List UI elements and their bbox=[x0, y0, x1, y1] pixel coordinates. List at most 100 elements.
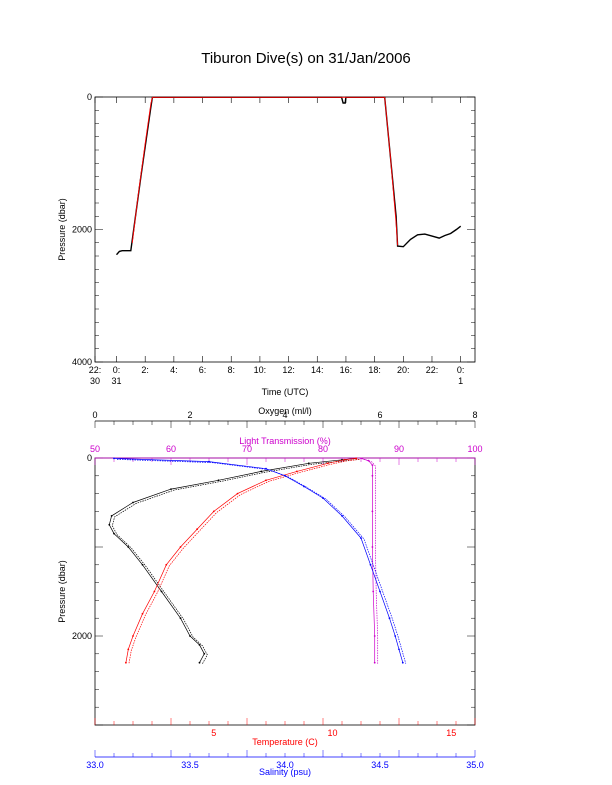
point-salinity bbox=[394, 635, 397, 637]
point-oxygen bbox=[132, 501, 134, 504]
point-oxygen bbox=[108, 523, 111, 526]
y-axis-label: Pressure (dbar) bbox=[57, 198, 67, 261]
axis-tick-label: 15 bbox=[446, 728, 456, 738]
x-axis-label: Time (UTC) bbox=[262, 387, 309, 397]
axis-tick-label: 34.0 bbox=[276, 760, 294, 770]
point-salinity bbox=[322, 497, 324, 499]
point-light-transmission bbox=[360, 457, 362, 460]
y-tick-label: 0 bbox=[87, 453, 92, 463]
axis-tick-label: 34.5 bbox=[371, 760, 389, 770]
x-tick-label-date: 1 bbox=[458, 376, 463, 386]
axis-tick-label: 10 bbox=[327, 728, 337, 738]
axis-tick-label: 70 bbox=[242, 444, 252, 454]
axis-tick-label: 35.0 bbox=[466, 760, 484, 770]
x-tick-label: 18: bbox=[368, 365, 381, 375]
x-tick-label: 14: bbox=[311, 365, 324, 375]
point-salinity bbox=[284, 474, 286, 477]
axis-label-0: Oxygen (ml/l) bbox=[258, 406, 312, 416]
axis-label-3: Salinity (psu) bbox=[259, 767, 311, 777]
axis-tick-label: 80 bbox=[318, 444, 328, 454]
axis-label-1: Light Transmission (%) bbox=[239, 436, 331, 446]
series-light-transmission bbox=[363, 459, 379, 664]
x-tick-label: 0: bbox=[457, 365, 465, 375]
axis-tick-label: 100 bbox=[467, 444, 482, 454]
y-tick-label: 0 bbox=[87, 92, 92, 102]
point-oxygen bbox=[260, 470, 263, 473]
point-salinity bbox=[303, 485, 305, 488]
axis-tick-label: 0 bbox=[92, 410, 97, 420]
point-light-transmission bbox=[371, 474, 374, 477]
axis-tick-label: 90 bbox=[394, 444, 404, 454]
series-oxygen bbox=[108, 458, 357, 663]
point-oxygen bbox=[110, 515, 113, 517]
series-oxygen bbox=[111, 459, 360, 664]
point-salinity bbox=[360, 537, 362, 539]
axis-tick-label: 2 bbox=[187, 410, 192, 420]
axis-label-2: Temperature (C) bbox=[252, 737, 318, 747]
point-light-transmission bbox=[372, 590, 375, 593]
point-temperature bbox=[326, 462, 329, 465]
point-salinity bbox=[265, 467, 267, 470]
point-oxygen bbox=[217, 479, 220, 482]
point-oxygen bbox=[170, 488, 172, 490]
axis-tick-label: 8 bbox=[472, 410, 477, 420]
y-axis-label: Pressure (dbar) bbox=[57, 560, 67, 623]
point-temperature bbox=[212, 510, 215, 513]
series-salinity bbox=[116, 459, 407, 664]
point-temperature bbox=[296, 470, 298, 473]
x-tick-label-date: 31 bbox=[112, 376, 122, 386]
point-salinity bbox=[208, 460, 210, 463]
point-temperature bbox=[179, 546, 182, 548]
point-oxygen bbox=[179, 617, 182, 620]
axis-tick-label: 60 bbox=[166, 444, 176, 454]
series-ship-track bbox=[115, 96, 462, 256]
x-tick-label: 20: bbox=[397, 365, 410, 375]
point-oxygen bbox=[113, 532, 115, 535]
point-temperature bbox=[125, 661, 127, 664]
series-salinity bbox=[113, 458, 404, 663]
series-light-transmission bbox=[360, 458, 376, 663]
point-oxygen bbox=[198, 661, 201, 664]
plot-frame-top bbox=[94, 96, 476, 363]
x-tick-label: 6: bbox=[199, 365, 207, 375]
point-oxygen bbox=[198, 644, 201, 646]
point-temperature bbox=[153, 590, 156, 593]
point-temperature bbox=[132, 635, 134, 637]
y-tick-label: 2000 bbox=[72, 631, 92, 641]
point-oxygen bbox=[160, 590, 163, 593]
axis-tick-label: 33.0 bbox=[86, 760, 104, 770]
x-tick-label: 12: bbox=[282, 365, 295, 375]
point-temperature bbox=[196, 528, 199, 531]
point-temperature bbox=[265, 479, 267, 482]
x-tick-label: 10: bbox=[254, 365, 267, 375]
point-temperature bbox=[236, 492, 239, 495]
point-temperature bbox=[141, 612, 144, 615]
point-salinity bbox=[341, 515, 343, 517]
point-oxygen bbox=[203, 652, 206, 655]
point-temperature bbox=[343, 458, 346, 461]
x-tick-label: 2: bbox=[141, 365, 149, 375]
x-tick-label-date: 30 bbox=[90, 376, 100, 386]
point-light-transmission bbox=[371, 510, 374, 513]
axis-tick-label: 50 bbox=[90, 444, 100, 454]
point-salinity bbox=[113, 457, 115, 460]
chart-title: Tiburon Dive(s) on 31/Jan/2006 bbox=[201, 50, 411, 67]
point-salinity bbox=[388, 617, 391, 620]
point-light-transmission bbox=[367, 459, 370, 462]
series-temperature bbox=[125, 458, 357, 663]
point-salinity bbox=[398, 648, 400, 651]
axis-tick-label: 6 bbox=[377, 410, 382, 420]
y-tick-label: 4000 bbox=[72, 357, 92, 367]
series-temperature bbox=[128, 459, 360, 664]
point-temperature bbox=[165, 563, 168, 566]
point-light-transmission bbox=[371, 464, 374, 466]
point-light-transmission bbox=[373, 661, 376, 664]
point-light-transmission bbox=[373, 635, 376, 637]
x-tick-label: 22: bbox=[426, 365, 439, 375]
x-tick-label: 8: bbox=[227, 365, 235, 375]
point-oxygen bbox=[141, 563, 144, 566]
point-oxygen bbox=[307, 462, 310, 465]
axis-tick-label: 33.5 bbox=[181, 760, 199, 770]
point-light-transmission bbox=[371, 546, 374, 548]
point-temperature bbox=[355, 457, 358, 460]
